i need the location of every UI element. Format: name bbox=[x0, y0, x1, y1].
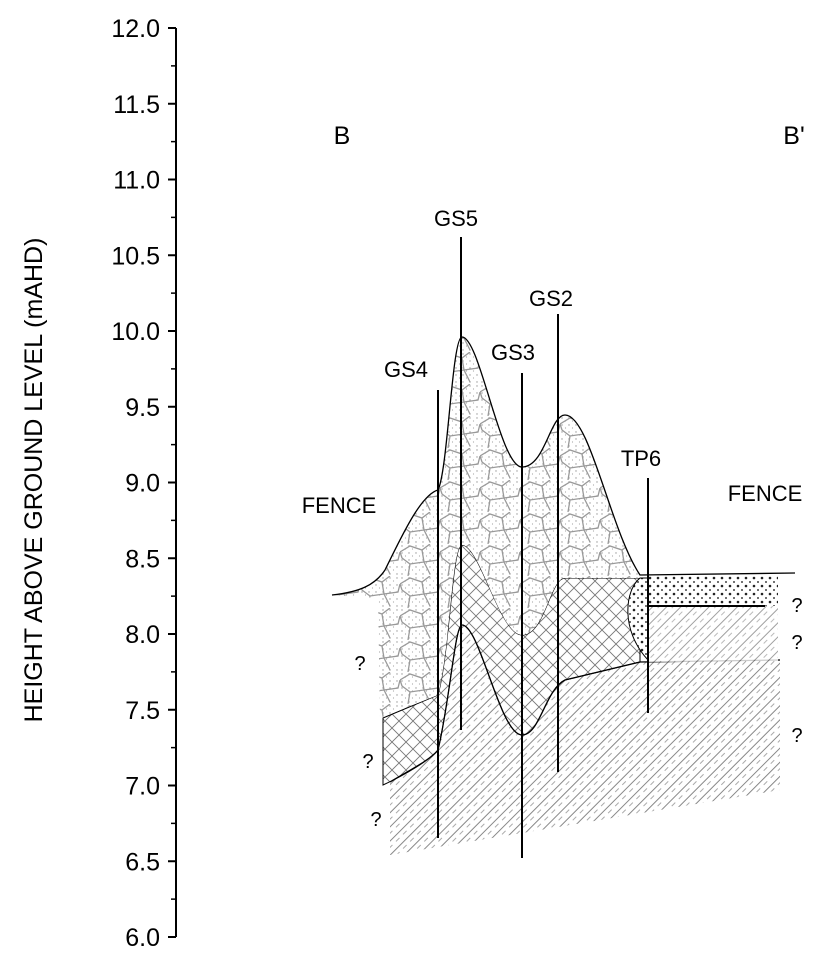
tick-label: 6.0 bbox=[125, 924, 160, 952]
tick-label: 8.5 bbox=[125, 545, 160, 573]
strata bbox=[331, 336, 796, 855]
tick-label: 9.0 bbox=[125, 470, 160, 498]
right-upper bbox=[648, 576, 778, 606]
borehole-label: TP6 bbox=[621, 446, 661, 471]
borehole-label: GS4 bbox=[384, 357, 428, 382]
axis-label: HEIGHT ABOVE GROUND LEVEL (mAHD) bbox=[20, 238, 48, 723]
section-end: B' bbox=[783, 122, 804, 150]
tick-label: 10.5 bbox=[111, 242, 160, 270]
tick-label: 11.0 bbox=[113, 167, 160, 195]
annotation: ? bbox=[791, 595, 802, 617]
borehole-label: GS5 bbox=[434, 206, 478, 231]
annotation: ? bbox=[791, 632, 802, 654]
annotation: ? bbox=[791, 725, 802, 747]
section-start: B bbox=[334, 122, 351, 150]
fill-layer bbox=[332, 337, 640, 718]
lower-hatch bbox=[390, 625, 780, 855]
borehole-label: GS3 bbox=[491, 340, 535, 365]
borehole-label: GS2 bbox=[529, 286, 573, 311]
tick-label: 12.0 bbox=[111, 15, 160, 43]
annotation: FENCE bbox=[302, 493, 377, 518]
tick-label: 11.5 bbox=[113, 91, 160, 119]
ticks: 12.0 11.5 11.0 10.5 10.0 9.5 9.0 8.5 8.0 7.5 7.0 6.… bbox=[111, 15, 176, 952]
borehole-lines bbox=[437, 237, 649, 858]
tick-label: 6.5 bbox=[125, 848, 160, 876]
right-middle bbox=[648, 606, 778, 662]
annotation: ? bbox=[370, 809, 381, 831]
annotation: ? bbox=[362, 751, 373, 773]
tick-label: 10.0 bbox=[111, 318, 160, 346]
annotation: FENCE bbox=[728, 481, 803, 506]
tick-label: 8.0 bbox=[125, 621, 160, 649]
tick-label: 7.0 bbox=[125, 773, 160, 801]
tick-label: 7.5 bbox=[125, 697, 160, 725]
surface-line bbox=[331, 336, 796, 596]
tick-label: 9.5 bbox=[125, 394, 160, 422]
annotation: ? bbox=[354, 653, 365, 675]
